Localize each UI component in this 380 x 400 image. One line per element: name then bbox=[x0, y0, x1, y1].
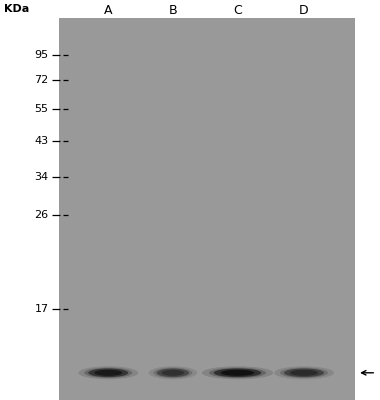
Ellipse shape bbox=[154, 368, 192, 378]
Text: KDa: KDa bbox=[4, 4, 29, 14]
Ellipse shape bbox=[280, 368, 328, 378]
Text: 26: 26 bbox=[35, 210, 49, 220]
Ellipse shape bbox=[214, 368, 261, 377]
Text: 72: 72 bbox=[34, 75, 49, 85]
Text: 17: 17 bbox=[35, 304, 49, 314]
Ellipse shape bbox=[157, 368, 189, 377]
Ellipse shape bbox=[209, 368, 266, 378]
Text: C: C bbox=[233, 4, 242, 16]
Ellipse shape bbox=[284, 368, 324, 377]
Ellipse shape bbox=[290, 370, 318, 376]
Text: D: D bbox=[299, 4, 309, 16]
Ellipse shape bbox=[221, 370, 254, 376]
Ellipse shape bbox=[84, 368, 132, 378]
Ellipse shape bbox=[202, 366, 273, 379]
Ellipse shape bbox=[78, 366, 138, 379]
Text: 95: 95 bbox=[35, 50, 49, 60]
Text: A: A bbox=[104, 4, 112, 16]
Text: 55: 55 bbox=[35, 104, 49, 114]
Ellipse shape bbox=[149, 366, 197, 379]
Bar bbox=[59, 18, 355, 400]
Ellipse shape bbox=[274, 366, 334, 379]
Text: 43: 43 bbox=[35, 136, 49, 146]
Text: B: B bbox=[169, 4, 177, 16]
Ellipse shape bbox=[94, 370, 122, 376]
Ellipse shape bbox=[162, 370, 184, 376]
Ellipse shape bbox=[88, 368, 128, 377]
Text: 34: 34 bbox=[35, 172, 49, 182]
